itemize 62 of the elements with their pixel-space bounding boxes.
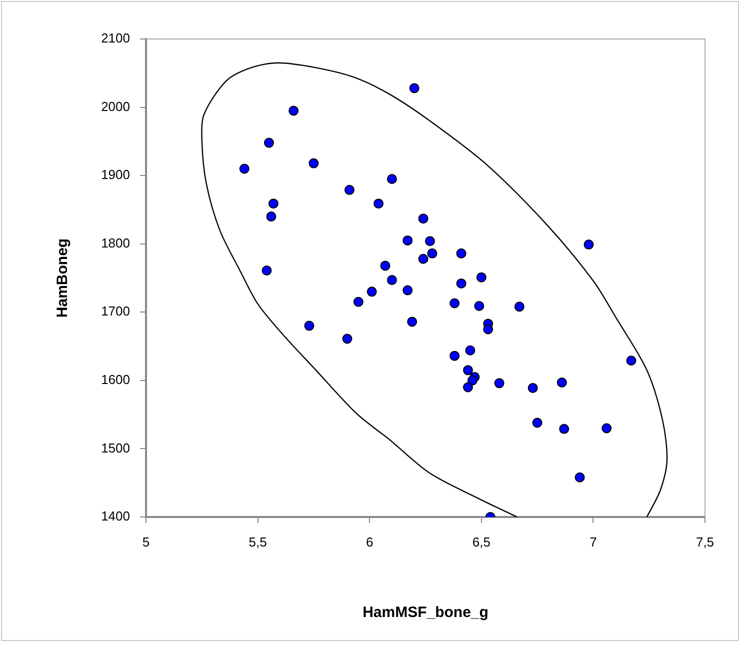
point — [574, 472, 585, 482]
point — [556, 377, 567, 388]
point — [386, 275, 397, 286]
point — [366, 286, 377, 297]
point — [602, 423, 612, 434]
point — [262, 265, 272, 276]
point — [266, 212, 276, 222]
y-axis-title: HamBoneg — [54, 238, 72, 318]
y-tick-label: 1600 — [101, 372, 130, 388]
point — [483, 324, 494, 334]
point — [494, 378, 504, 388]
x-tick-label: 6 — [366, 534, 374, 550]
point — [288, 106, 299, 116]
point — [584, 240, 594, 250]
point — [344, 184, 354, 195]
point — [559, 424, 570, 434]
point — [467, 375, 478, 386]
point — [450, 350, 460, 361]
y-tick-label: 1700 — [101, 304, 130, 319]
point — [465, 345, 476, 356]
point — [402, 235, 413, 246]
point — [386, 174, 397, 184]
point — [462, 365, 473, 376]
y-tick-label: 1900 — [101, 167, 130, 182]
point — [264, 138, 274, 148]
point — [528, 382, 538, 393]
point — [532, 418, 542, 428]
y-tick-label: 1800 — [101, 235, 130, 250]
point — [407, 316, 418, 327]
x-tick-label: 5 — [142, 534, 150, 550]
x-tick-label: 7 — [590, 534, 597, 550]
point — [268, 198, 278, 209]
point — [239, 164, 250, 174]
point — [462, 382, 473, 392]
x-tick-label: 6,5 — [472, 534, 490, 550]
x-axis-title: HamMSF_bone_g — [362, 604, 488, 622]
point — [626, 356, 636, 366]
point — [418, 214, 428, 224]
point — [456, 248, 466, 258]
point — [353, 296, 364, 307]
point — [342, 334, 352, 344]
point — [450, 298, 460, 308]
y-tick-label: 1400 — [101, 508, 130, 524]
y-tick-label: 1500 — [101, 440, 130, 456]
point — [427, 248, 438, 258]
point — [514, 302, 524, 312]
point — [380, 260, 390, 271]
point — [374, 198, 384, 209]
x-tick-label: 7,5 — [696, 534, 714, 550]
line-series — [201, 62, 668, 517]
point — [424, 236, 435, 246]
point — [308, 158, 319, 168]
point — [409, 83, 420, 94]
point — [474, 300, 484, 311]
point — [418, 254, 428, 264]
point — [304, 320, 314, 331]
point — [476, 272, 486, 282]
x-tick-label: 5,5 — [248, 534, 267, 550]
point — [456, 278, 466, 288]
y-tick-label: 2000 — [101, 98, 130, 114]
point — [402, 285, 413, 296]
y-tick-label: 2100 — [101, 30, 130, 46]
